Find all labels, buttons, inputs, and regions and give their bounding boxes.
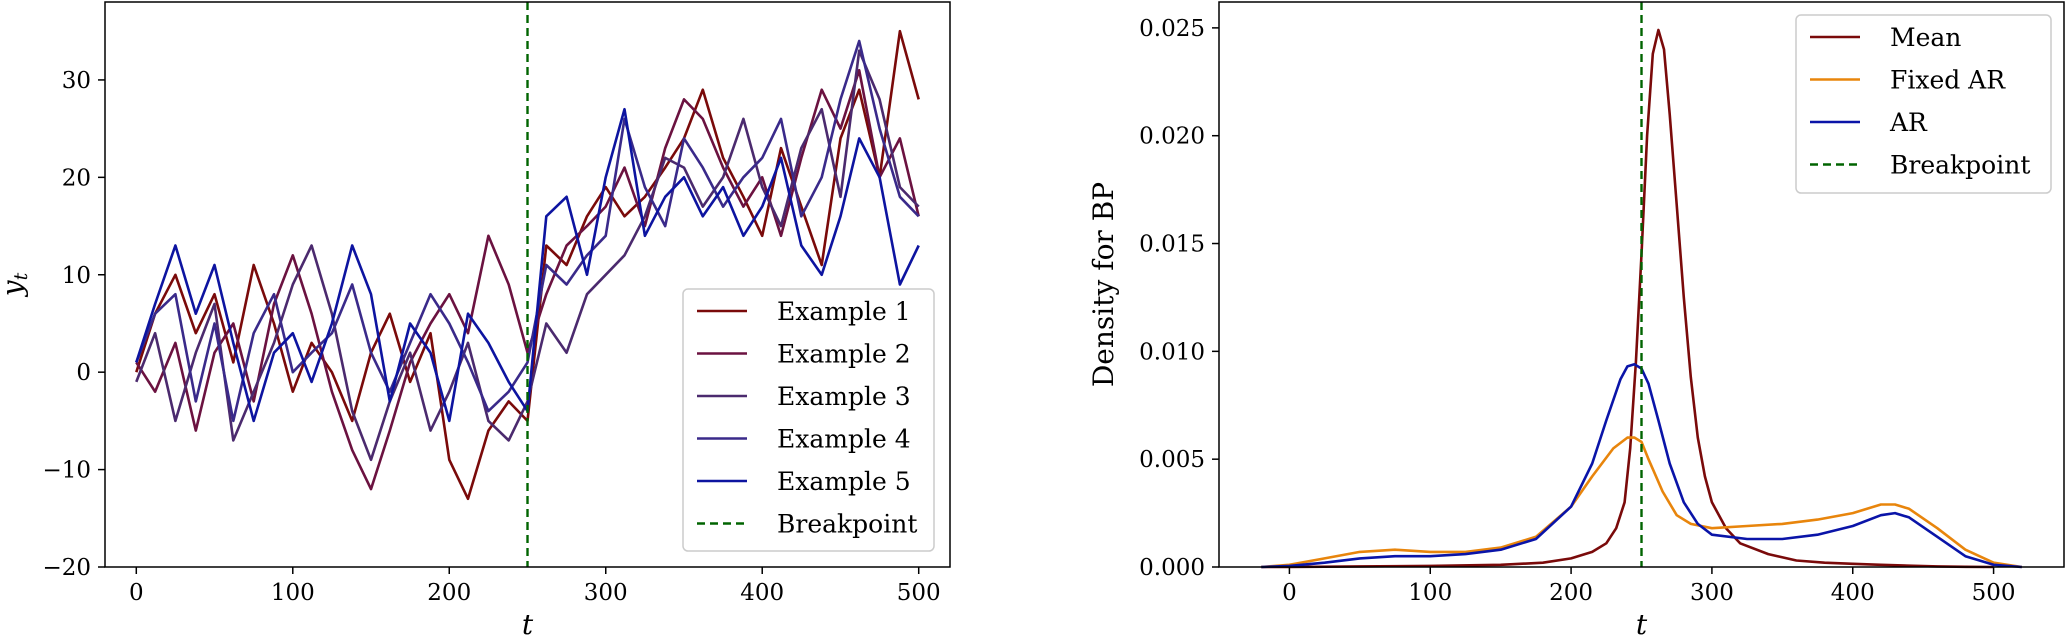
- legend-label: Fixed AR: [1890, 66, 2006, 95]
- legend-label: Breakpoint: [777, 510, 917, 539]
- legend-label: Example 2: [777, 340, 911, 369]
- y-tick-label: 0: [76, 360, 91, 386]
- legend-label: Example 4: [777, 425, 911, 454]
- right-y-axis-label: Density for BP: [1087, 182, 1120, 387]
- y-tick-label: 0.000: [1139, 555, 1205, 581]
- left-y-axis-label-subscript: t: [10, 272, 32, 280]
- x-tick-label: 500: [897, 580, 941, 606]
- y-tick-label: 0.005: [1139, 447, 1205, 473]
- x-tick-label: 0: [1282, 580, 1297, 606]
- x-tick-label: 400: [1831, 580, 1875, 606]
- y-tick-label: 0.020: [1139, 124, 1205, 150]
- left-legend: Example 1 Example 2 Example 3 Example 4 Exam…: [682, 288, 935, 552]
- y-tick-label: 30: [62, 68, 91, 94]
- y-tick-label: 0.025: [1139, 16, 1205, 42]
- y-tick-label: 0.010: [1139, 339, 1205, 365]
- right-legend: Mean Fixed AR AR Breakpoint: [1795, 14, 2052, 194]
- legend-label: AR: [1889, 108, 1928, 137]
- x-tick-label: 300: [584, 580, 628, 606]
- series-line-1: [1261, 28, 1994, 569]
- y-tick-label: 0.015: [1139, 232, 1205, 258]
- left-x-axis-label: t: [522, 608, 534, 641]
- series-line-4: [135, 39, 920, 423]
- x-tick-label: 100: [1408, 580, 1452, 606]
- x-tick-label: 400: [740, 580, 784, 606]
- left-plot-frame: [104, 1, 951, 568]
- x-tick-label: 0: [129, 580, 144, 606]
- x-tick-label: 500: [1972, 580, 2016, 606]
- legend-label: Breakpoint: [1890, 151, 2030, 180]
- chart-right: 0 100 200 300 400 500 0.000 0.005 0.010 0.015 0.0…: [1087, 1, 2065, 641]
- left-y-axis-label: yt: [0, 272, 32, 298]
- series-line-3: [1261, 363, 2022, 569]
- right-series-group: [1261, 28, 2022, 569]
- y-tick-label: 20: [62, 165, 91, 191]
- y-tick-label: 10: [62, 263, 91, 289]
- x-tick-label: 100: [271, 580, 315, 606]
- right-x-axis-label: t: [1636, 608, 1648, 641]
- x-tick-label: 200: [427, 580, 471, 606]
- legend-label: Example 1: [777, 297, 911, 326]
- right-plot-frame: [1218, 1, 2065, 568]
- legend-frame: [1795, 14, 2052, 194]
- legend-label: Example 3: [777, 382, 911, 411]
- y-tick-label: −10: [42, 458, 91, 484]
- x-tick-label: 200: [1549, 580, 1593, 606]
- series-line-2: [1261, 436, 2022, 569]
- x-tick-label: 300: [1690, 580, 1734, 606]
- legend-label: Example 5: [777, 467, 911, 496]
- left-y-axis-label-main: y: [0, 279, 29, 298]
- legend-label: Mean: [1890, 23, 1961, 52]
- y-tick-label: −20: [42, 555, 91, 581]
- series-line-2: [135, 68, 920, 491]
